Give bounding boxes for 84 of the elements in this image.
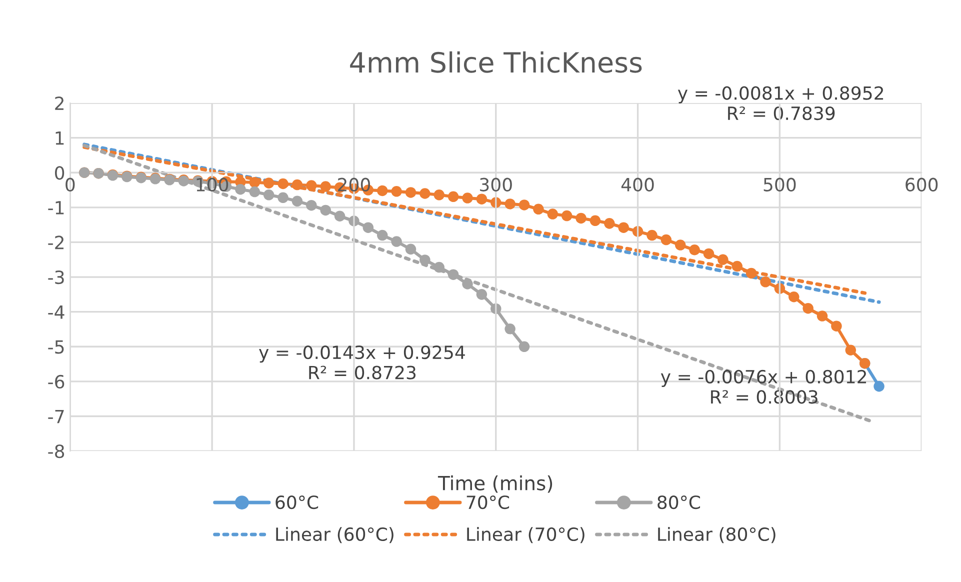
point (376, 185, 388, 196)
point (689, 244, 700, 256)
point (391, 236, 402, 247)
point (590, 215, 601, 226)
point (746, 268, 757, 279)
point (278, 178, 288, 190)
point (674, 240, 686, 250)
y-tick-label: -6 (48, 374, 64, 389)
y-tick-label: -8 (48, 444, 64, 458)
point (718, 254, 728, 266)
x-tick-label: 0 (66, 178, 75, 192)
legend-label: Linear (70°C) (467, 527, 584, 544)
y-tick-label: 0 (54, 166, 64, 180)
legend-label: 80°C (658, 495, 700, 510)
legend-label: Linear (80°C) (658, 527, 776, 544)
point (576, 212, 586, 224)
point (249, 176, 260, 188)
x-tick-label: 600 (906, 178, 938, 192)
annotation: y = -0.0081x + 0.8952 R² = 0.7839 (678, 86, 884, 120)
point (320, 181, 331, 192)
point (561, 210, 572, 222)
point (320, 204, 331, 216)
chart-title: 4mm Slice ThicKness (350, 51, 642, 73)
point (760, 276, 771, 288)
point (292, 196, 303, 207)
point (533, 204, 544, 215)
point (362, 222, 374, 233)
point (391, 186, 402, 197)
y-tick-label: -2 (48, 236, 64, 250)
point (604, 218, 615, 229)
annotation: y = -0.0143x + 0.9254 R² = 0.8723 (259, 346, 465, 380)
legend-label: 60°C (276, 495, 318, 510)
point (334, 210, 346, 222)
point (874, 380, 884, 392)
point (518, 341, 530, 352)
y-tick-label: 1 (56, 132, 64, 145)
point (845, 344, 856, 356)
point (788, 291, 800, 302)
point (646, 230, 658, 241)
point (504, 324, 516, 334)
legend-label: Linear (60°C) (276, 527, 394, 544)
point (462, 192, 473, 204)
annotation: y = -0.0076x + 0.8012 R² = 0.8003 (660, 370, 866, 404)
point (235, 184, 246, 195)
point (306, 180, 317, 191)
legend-label: 70°C (466, 495, 510, 510)
point (249, 186, 260, 198)
y-tick-label: -4 (48, 306, 64, 319)
y-tick-label: -3 (48, 270, 64, 284)
point (448, 191, 459, 202)
x-tick-label: 500 (764, 178, 796, 192)
point (476, 289, 488, 300)
point (263, 178, 274, 188)
point (434, 190, 444, 200)
point (405, 244, 416, 255)
y-tick-label: -1 (48, 201, 64, 214)
point (816, 310, 828, 322)
point (802, 302, 814, 314)
y-tick-label: 2 (55, 96, 64, 110)
point (263, 190, 274, 200)
point (420, 188, 430, 199)
point (703, 248, 714, 260)
point (547, 208, 558, 220)
x-axis-title: Time (mins) (438, 475, 552, 493)
point (660, 234, 672, 246)
point (618, 222, 629, 233)
point (434, 262, 444, 273)
point (448, 269, 459, 280)
point (732, 260, 742, 272)
point (476, 194, 488, 204)
point (376, 230, 388, 241)
y-tick-label: -7 (48, 410, 64, 424)
point (504, 198, 516, 210)
y-tick-label: -5 (48, 340, 64, 354)
point (306, 200, 317, 211)
point (518, 200, 530, 210)
point (278, 192, 288, 204)
point (292, 179, 303, 190)
point (831, 320, 842, 332)
point (462, 278, 473, 290)
x-tick-label: 400 (621, 178, 654, 192)
x-tick-label: 300 (480, 178, 512, 192)
point (420, 254, 430, 266)
point (405, 187, 416, 198)
